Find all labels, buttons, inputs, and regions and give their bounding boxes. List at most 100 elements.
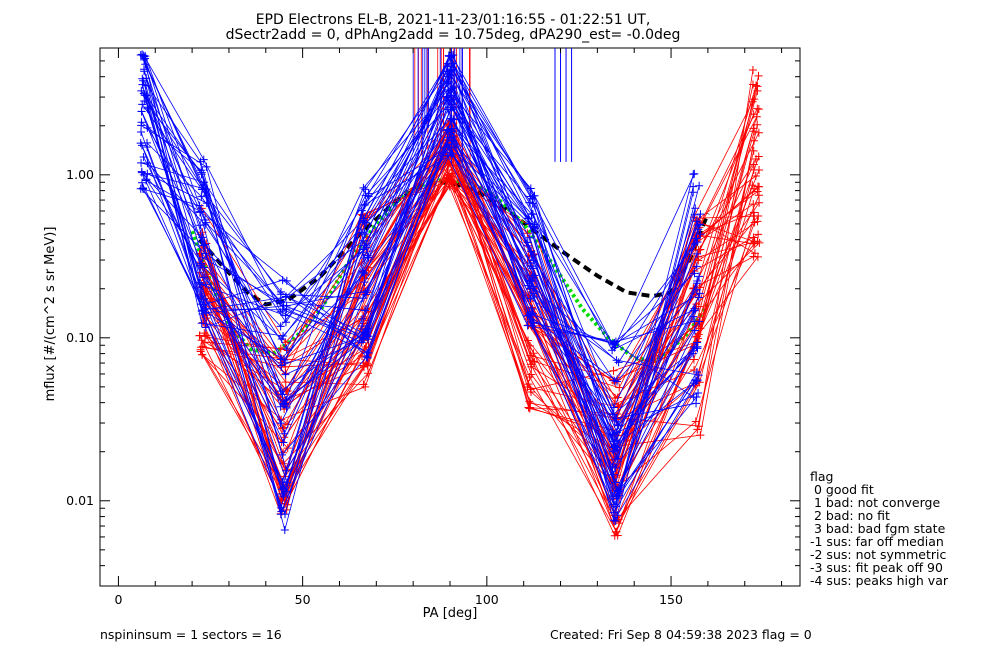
x-tick-label: 100 xyxy=(475,592,499,607)
series-3-trace xyxy=(145,75,701,422)
footer-right: Created: Fri Sep 8 04:59:38 2023 flag = … xyxy=(550,627,812,642)
series-3-marker xyxy=(281,370,290,379)
series-3-marker xyxy=(137,121,146,130)
series-2-marker xyxy=(750,237,759,246)
series-3-marker xyxy=(692,343,701,352)
series-3-marker xyxy=(691,204,700,213)
series-3-marker xyxy=(692,285,701,294)
series-3-trace xyxy=(140,108,699,376)
series-3-trace xyxy=(143,81,695,376)
series-3-marker xyxy=(276,297,285,306)
series-3-marker xyxy=(526,192,535,201)
series-3-marker xyxy=(201,280,210,289)
legend-item: 3 bad: bad fgm state xyxy=(810,521,946,536)
series-3-marker xyxy=(523,238,532,247)
series-3-marker xyxy=(360,253,369,262)
legend-title: flag xyxy=(810,469,833,484)
series-3-marker xyxy=(278,477,287,486)
series-3-marker xyxy=(280,525,289,534)
series-3-marker xyxy=(527,209,536,218)
series-3-trace xyxy=(141,55,698,449)
series-3-marker xyxy=(362,243,371,252)
series-3-marker xyxy=(137,141,146,150)
series-3-marker xyxy=(692,234,701,243)
series-3-marker xyxy=(364,189,373,198)
series-2-marker xyxy=(748,80,757,89)
x-tick-label: 150 xyxy=(659,592,683,607)
series-3-marker xyxy=(696,230,705,239)
series-3-marker xyxy=(524,214,533,223)
series-3-marker xyxy=(609,447,618,456)
series-3-marker xyxy=(198,233,207,242)
series-3-marker xyxy=(280,429,289,438)
series-3-marker xyxy=(692,367,701,376)
series-2-marker xyxy=(748,66,757,75)
series-3-marker xyxy=(525,233,534,242)
series-3-marker xyxy=(282,395,291,404)
series-3-marker xyxy=(693,338,702,347)
series-3-marker xyxy=(198,253,207,262)
series-0-line xyxy=(197,180,710,307)
series-3-marker xyxy=(359,294,368,303)
series-3-marker xyxy=(360,241,369,250)
chart-subtitle: dSectr2add = 0, dPhAng2add = 10.75deg, d… xyxy=(226,27,681,43)
series-3-marker xyxy=(692,399,701,408)
series-2-marker xyxy=(281,378,290,387)
series-2-marker xyxy=(755,165,764,174)
series-3-marker xyxy=(689,306,698,315)
plot-area xyxy=(99,47,801,587)
series-2-marker xyxy=(442,173,451,182)
series-3-marker xyxy=(358,268,367,277)
series-2-marker xyxy=(527,370,536,379)
chart-title: EPD Electrons EL-B, 2021-11-23/01:16:55 … xyxy=(256,12,651,28)
x-tick-label: 0 xyxy=(114,592,122,607)
series-3-marker xyxy=(690,240,699,249)
y-tick-label: 0.01 xyxy=(66,493,94,508)
series-3-marker xyxy=(282,276,291,285)
series-3-trace xyxy=(140,124,697,472)
series-3-marker xyxy=(529,309,538,318)
series-3-trace xyxy=(142,84,694,508)
legend-item: -2 sus: not symmetric xyxy=(810,547,946,562)
series-3-marker xyxy=(613,421,622,430)
series-2-marker xyxy=(749,146,758,155)
series-2-trace xyxy=(199,156,754,478)
series-3-trace xyxy=(141,94,696,476)
series-3-trace xyxy=(140,54,696,351)
series-2-marker xyxy=(749,200,758,209)
series-3-marker xyxy=(690,317,699,326)
series-3-marker xyxy=(693,249,702,258)
series-3-marker xyxy=(691,304,700,313)
series-3-marker xyxy=(138,178,147,187)
series-3-marker xyxy=(360,229,369,238)
series-3-marker xyxy=(696,210,705,219)
series-3-marker xyxy=(613,428,622,437)
series-3-marker xyxy=(141,81,150,90)
series-3-marker xyxy=(279,400,288,409)
series-2-marker xyxy=(525,397,534,406)
series-3-verticals xyxy=(554,48,573,162)
series-3-marker xyxy=(608,462,617,471)
x-axis: 0 50 100 150 xyxy=(114,48,783,607)
series-2-marker xyxy=(689,355,698,364)
series-3-marker xyxy=(444,72,453,81)
series-3-marker xyxy=(690,169,699,178)
series-2-marker xyxy=(281,338,290,347)
series-2-marker xyxy=(749,184,758,193)
series-3-marker xyxy=(138,100,147,109)
series-3-marker xyxy=(136,184,145,193)
series-3-marker xyxy=(523,321,532,330)
series-3-trace xyxy=(144,64,695,468)
series-3-marker xyxy=(200,178,209,187)
series-2-marker xyxy=(197,336,206,345)
series-2-trace xyxy=(203,130,760,499)
series-2-marker xyxy=(199,318,208,327)
series-2-marker xyxy=(754,71,763,80)
series-3-marker xyxy=(279,438,288,447)
series-3-marker xyxy=(197,259,206,268)
series-3-marker xyxy=(202,162,211,171)
series-2-marker xyxy=(524,336,533,345)
series-3-marker xyxy=(613,487,622,496)
series-3-marker xyxy=(362,326,371,335)
series-2-marker xyxy=(696,431,705,440)
